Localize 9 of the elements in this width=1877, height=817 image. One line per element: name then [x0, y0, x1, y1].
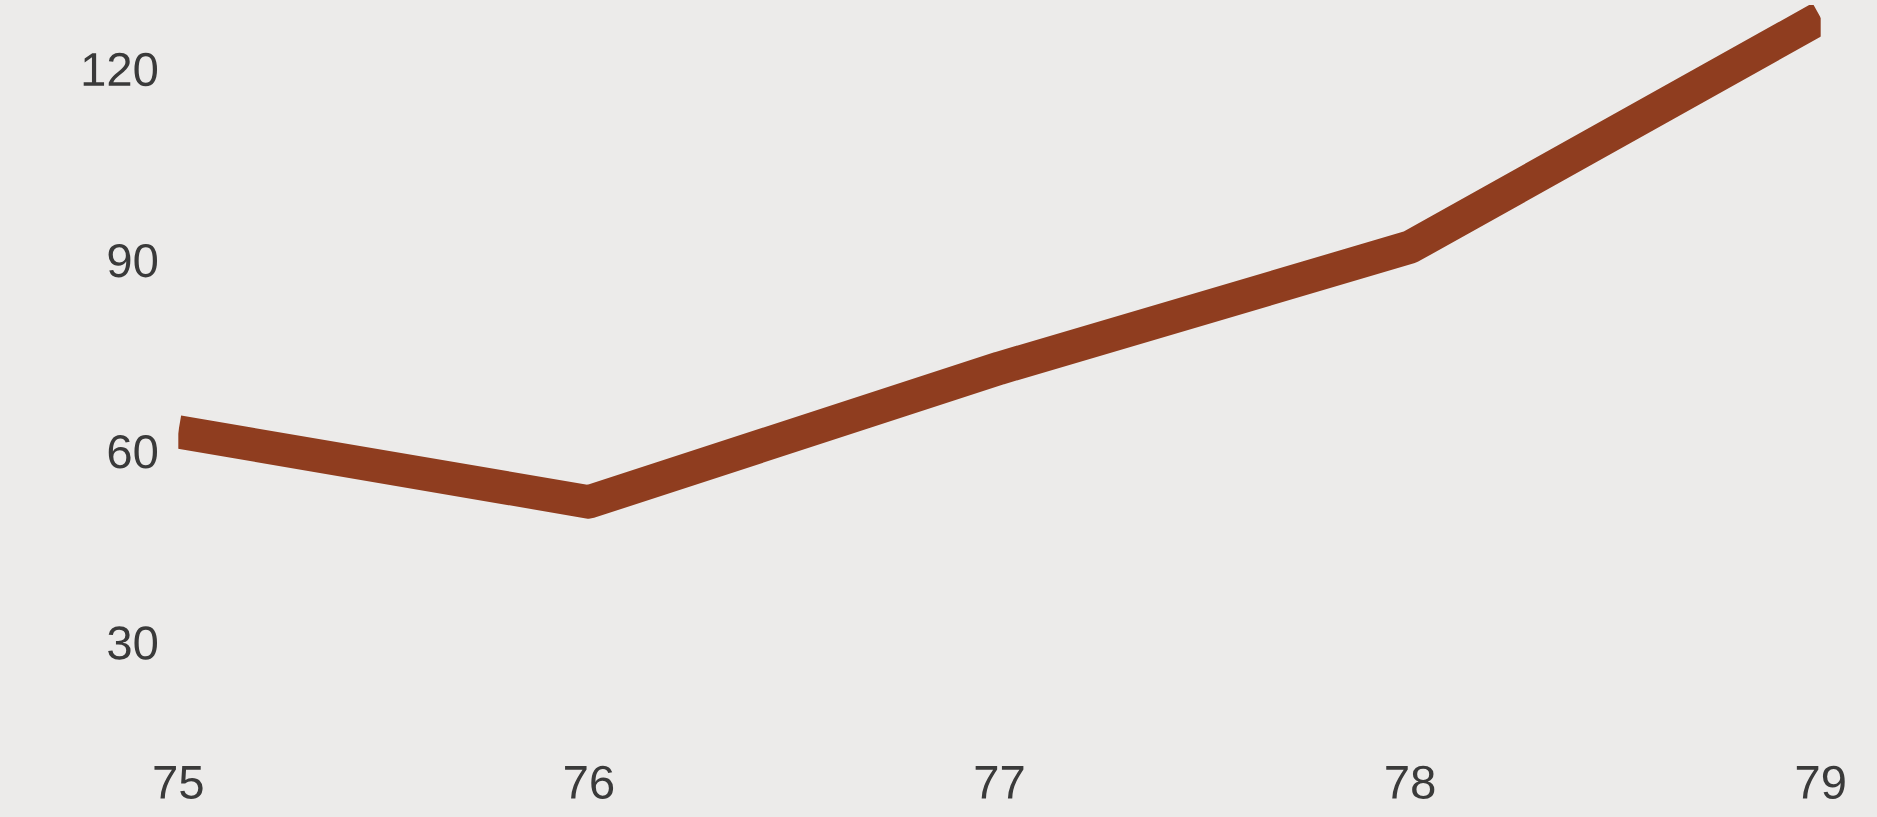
x-tick-label: 75	[154, 766, 203, 800]
y-tick-label: 120	[83, 52, 158, 87]
y-tick-label: 60	[108, 435, 158, 469]
x-tick-label: 77	[975, 766, 1024, 799]
y-tick-label: 30	[108, 626, 158, 660]
x-tick-label: 78	[1386, 765, 1435, 800]
x-tick-label: 76	[565, 765, 614, 800]
x-tick-label: 79	[1796, 765, 1845, 800]
y-tick-label: 90	[108, 243, 158, 278]
